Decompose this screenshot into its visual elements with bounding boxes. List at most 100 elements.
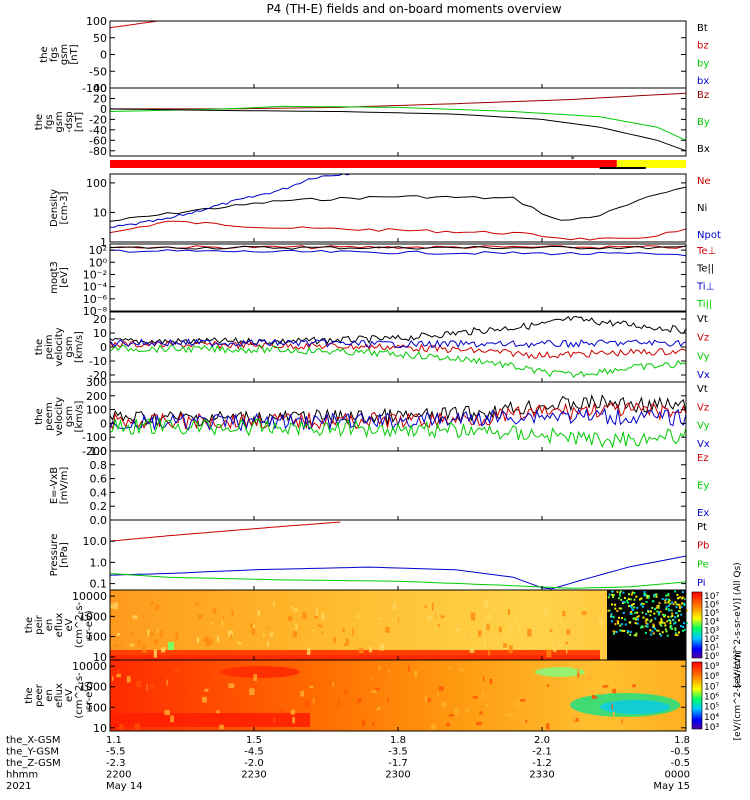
legend-item: Vy — [697, 351, 710, 362]
heatmap-texture — [611, 703, 613, 710]
legend-item: Vz — [697, 333, 709, 344]
y-tick-label: 1.0 — [90, 556, 108, 569]
heatmap-pixel — [649, 614, 652, 617]
colorbar-tick: 10⁶ — [704, 693, 719, 703]
heatmap-texture — [586, 676, 593, 681]
heatmap-pixel — [658, 632, 661, 635]
heatmap-pixel — [672, 603, 675, 606]
heatmap-texture — [338, 699, 340, 707]
heatmap-texture — [515, 614, 519, 620]
heatmap-texture — [446, 723, 450, 727]
heatmap-texture — [216, 710, 220, 714]
heatmap-texture — [441, 701, 446, 708]
heatmap-pixel — [612, 596, 615, 599]
heatmap-texture — [164, 710, 170, 716]
colorbar-tick: 10² — [704, 635, 719, 645]
x-annotation-value: 2330 — [529, 770, 554, 781]
heatmap-pixel — [636, 606, 639, 609]
heatmap-texture — [498, 626, 502, 633]
flag-star: * — [571, 155, 575, 164]
heatmap-texture — [195, 602, 199, 605]
heatmap-texture — [424, 605, 428, 609]
colorbar-tick: 10⁸ — [704, 672, 719, 682]
y-axis-label: Density — [49, 189, 60, 227]
heatmap-pixel — [652, 623, 655, 626]
heatmap-pixel — [676, 593, 679, 596]
heatmap-texture — [571, 713, 577, 721]
series-line-0-0 — [110, 21, 162, 29]
heatmap-pixel — [677, 631, 680, 634]
heatmap-texture — [292, 630, 297, 638]
heatmap-texture — [392, 602, 397, 610]
heatmap-pixel — [669, 627, 672, 630]
heatmap-pixel — [612, 632, 615, 635]
heatmap-pixel — [669, 620, 672, 623]
y-axis-label: the — [34, 408, 45, 424]
heatmap-pixel — [671, 601, 674, 604]
y-tick-label: 10⁻⁴ — [83, 281, 108, 294]
heatmap-pixel — [636, 616, 639, 619]
heatmap-texture — [558, 642, 561, 648]
heatmap-pixel — [646, 623, 649, 626]
flag-segment-1 — [616, 160, 686, 168]
heatmap-texture — [166, 679, 168, 686]
legend-item: Te|| — [696, 264, 714, 275]
heatmap-spot — [168, 642, 174, 650]
heatmap-texture — [136, 680, 142, 688]
heatmap-pixel — [675, 632, 678, 635]
heatmap-pixel — [635, 634, 638, 637]
heatmap-pixel — [665, 630, 668, 633]
y-tick-label: -40 — [89, 124, 107, 137]
y-axis-label: en — [44, 689, 55, 702]
heatmap-texture — [312, 629, 315, 633]
colorbar-label: [eV/(cm^2-s-sr-eV)] — [733, 651, 743, 741]
panel-6 — [110, 394, 686, 449]
heatmap-texture — [175, 633, 179, 641]
heatmap-pixel — [645, 622, 648, 625]
heatmap-pixel — [619, 594, 622, 597]
heatmap-texture — [508, 645, 513, 653]
y-axis-label: eV — [64, 618, 75, 631]
heatmap-texture — [534, 606, 539, 611]
heatmap-texture — [565, 641, 569, 645]
heatmap-pixel — [612, 630, 615, 633]
heatmap-pixel — [626, 631, 629, 634]
heatmap-texture — [269, 632, 274, 637]
heatmap-pixel — [662, 614, 665, 617]
heatmap-texture — [146, 684, 148, 691]
heatmap-pixel — [667, 604, 670, 607]
heatmap-pixel — [641, 626, 644, 629]
heatmap-pixel — [641, 611, 644, 614]
heatmap-pixel — [669, 622, 672, 625]
heatmap-pixel — [615, 630, 618, 633]
y-axis-label: eflux — [54, 683, 65, 708]
legend-item: By — [697, 117, 710, 128]
heatmap-pixel — [678, 619, 681, 622]
heatmap-texture — [370, 690, 377, 693]
x-annotation-row-label: hhmm — [6, 770, 38, 781]
heatmap-texture — [448, 666, 451, 670]
heatmap-pixel — [649, 629, 652, 632]
y-axis-label: the — [39, 46, 50, 62]
heatmap-texture — [436, 609, 439, 617]
heatmap-pixel — [616, 609, 619, 612]
y-tick-label: 0 — [100, 49, 107, 62]
series-line-3-2 — [110, 174, 352, 228]
heatmap-texture — [540, 680, 544, 685]
y-tick-label: -200 — [82, 445, 107, 458]
heatmap-pixel — [653, 612, 656, 615]
heatmap-pixel — [616, 590, 619, 593]
y-tick-label: 40 — [93, 82, 107, 95]
heatmap-pixel — [636, 622, 639, 625]
heatmap-texture — [414, 670, 418, 677]
legend-item: Pi — [697, 578, 706, 589]
heatmap-texture — [527, 628, 532, 637]
y-tick-label: 0.4 — [90, 486, 108, 499]
y-tick-label: 0.8 — [90, 459, 108, 472]
heatmap-texture — [581, 611, 587, 615]
heatmap-texture — [508, 713, 513, 718]
heatmap-texture — [117, 632, 121, 636]
heatmap-pixel — [623, 597, 626, 600]
x-annotation-value: May 14 — [106, 781, 143, 792]
heatmap-pixel — [614, 623, 617, 626]
